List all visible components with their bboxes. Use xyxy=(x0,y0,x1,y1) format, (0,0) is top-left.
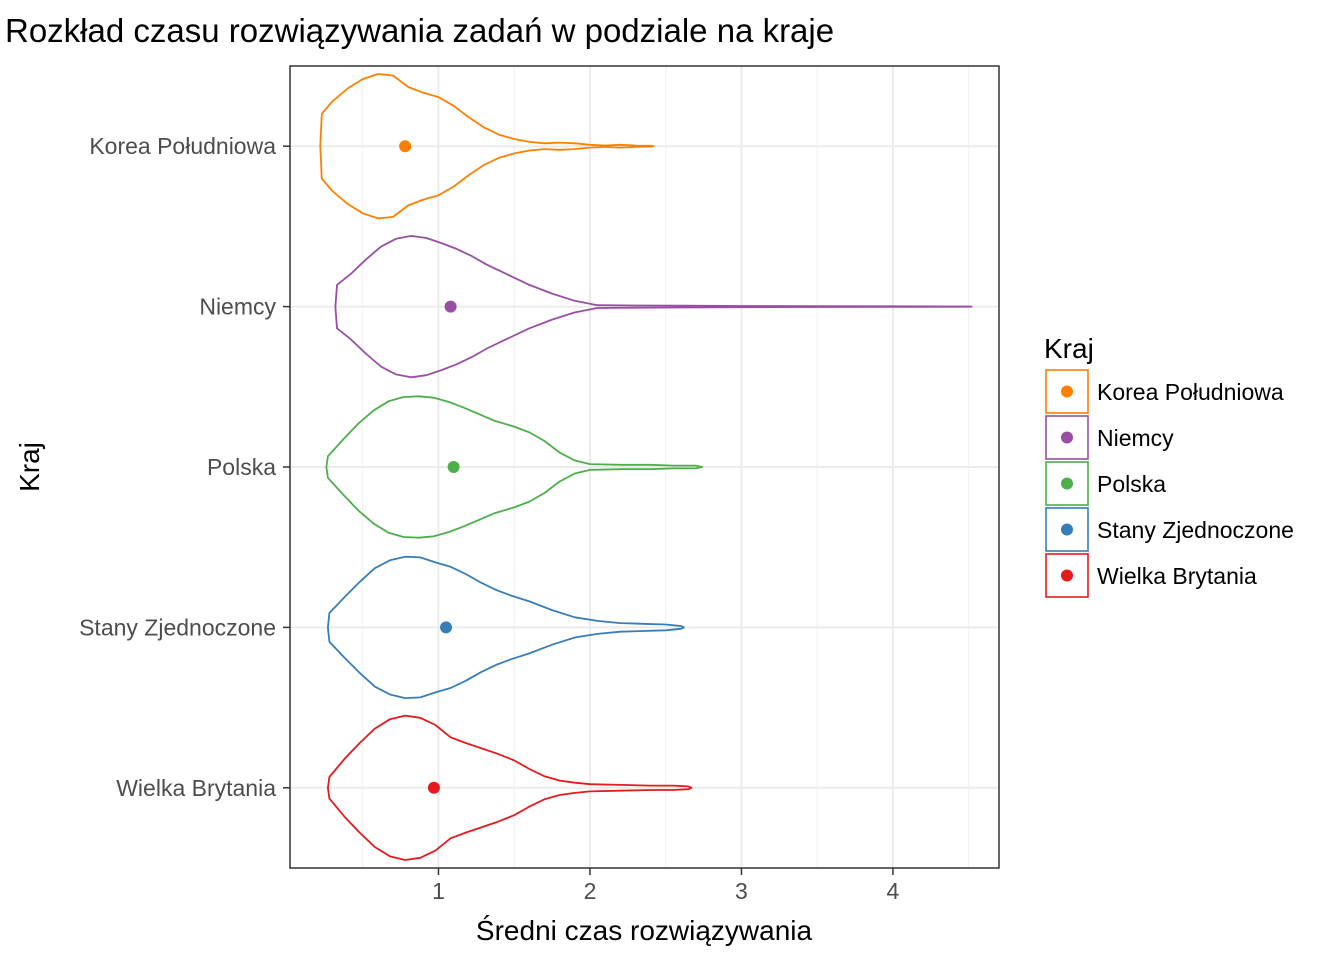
x-tick-label: 1 xyxy=(432,878,445,904)
y-tick-label: Stany Zjednoczone xyxy=(79,614,276,640)
legend-label: Polska xyxy=(1097,471,1166,497)
legend-marker xyxy=(1061,569,1073,582)
mean-point-niemcy xyxy=(444,300,457,313)
x-tick-label: 3 xyxy=(735,878,748,904)
mean-point-stany-zjednoczone xyxy=(440,621,453,634)
legend-label: Niemcy xyxy=(1097,425,1174,451)
legend-key xyxy=(1045,507,1089,552)
legend-label: Stany Zjednoczone xyxy=(1097,517,1294,543)
legend-marker xyxy=(1061,385,1073,398)
legend-marker xyxy=(1061,431,1073,444)
y-tick-label: Wielka Brytania xyxy=(116,775,276,801)
legend-title: Kraj xyxy=(1044,333,1094,364)
legend: Kraj Korea Południowa Niemcy Polska Stany Z… xyxy=(1044,333,1294,598)
mean-points xyxy=(399,140,460,794)
mean-point-polska xyxy=(447,461,460,473)
violins xyxy=(319,73,973,861)
y-axis-title: Kraj xyxy=(14,442,45,492)
x-tick-label: 2 xyxy=(584,878,597,904)
legend-label: Wielka Brytania xyxy=(1097,563,1257,589)
violin-korea-południowa xyxy=(319,73,655,220)
violin-polska xyxy=(325,395,703,539)
chart-title: Rozkład czasu rozwiązywania zadań w podz… xyxy=(5,12,834,49)
y-tick-label: Polska xyxy=(207,454,276,480)
mean-point-wielka-brytania xyxy=(427,781,440,794)
x-tick-label: 4 xyxy=(887,878,900,904)
violin-niemcy xyxy=(334,235,973,379)
mean-point-korea-południowa xyxy=(399,140,412,153)
x-axis: 1 2 3 4 xyxy=(432,868,900,904)
y-tick-label: Korea Południowa xyxy=(89,133,276,159)
legend-label: Korea Południowa xyxy=(1097,379,1284,405)
violin-wielka-brytania xyxy=(327,714,693,861)
y-tick-label: Niemcy xyxy=(199,294,276,320)
legend-marker xyxy=(1061,523,1073,536)
legend-marker xyxy=(1061,477,1073,490)
violin-stany-zjednoczone xyxy=(327,555,685,699)
x-axis-title: Średni czas rozwiązywania xyxy=(476,914,813,946)
y-axis: Korea Południowa Niemcy Polska Stany Zjedno… xyxy=(79,133,290,801)
